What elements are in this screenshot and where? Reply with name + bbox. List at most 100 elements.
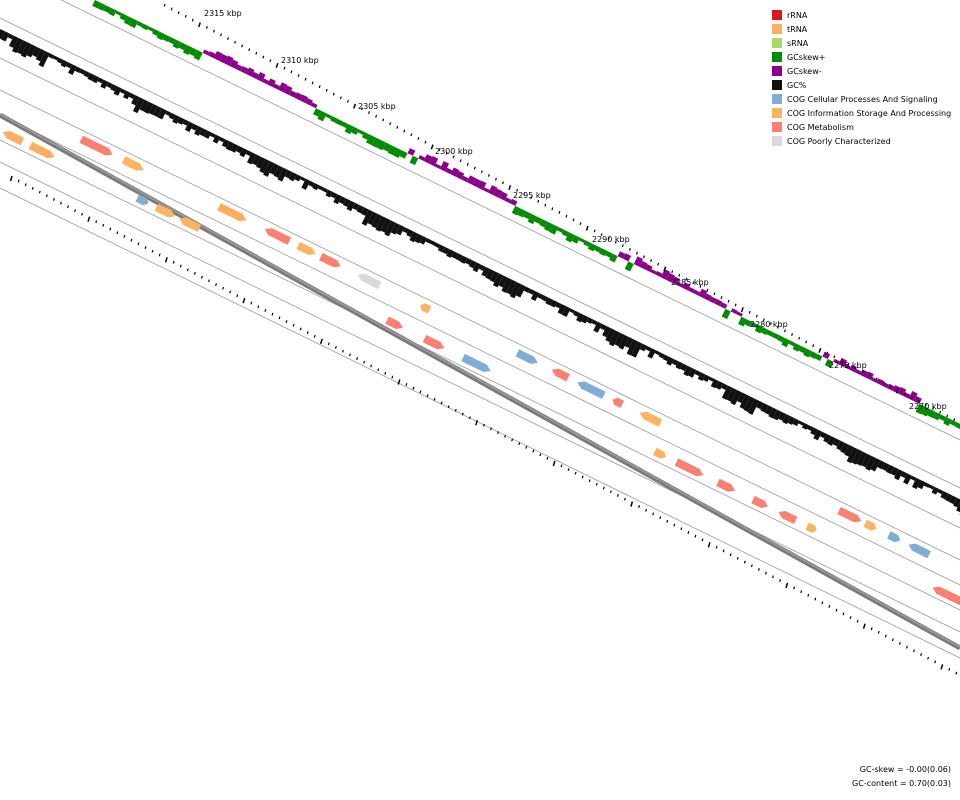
trna-gene	[2, 131, 25, 146]
gc-skew-minus-bar	[208, 51, 216, 59]
inner-minor-tick	[179, 264, 182, 268]
gc-skew-minus-bar	[639, 260, 648, 270]
gc-content-bar	[910, 475, 917, 481]
inner-minor-tick	[454, 408, 457, 412]
gc-content-bar	[953, 497, 960, 508]
gc-skew-plus-bar	[193, 50, 203, 61]
minor-tick	[932, 407, 935, 410]
inner-minor-tick	[913, 649, 915, 653]
inner-minor-tick	[250, 301, 253, 305]
minor-tick	[452, 155, 455, 159]
inner-minor-tick	[468, 416, 471, 420]
gc-content-bar	[647, 348, 656, 359]
gc-skew-minus-bar	[461, 175, 469, 183]
gc-content-bar	[485, 268, 495, 280]
gc-skew-plus-bar	[129, 18, 139, 29]
legend-swatch	[772, 66, 782, 76]
tick-label: 2280 kbp	[750, 320, 788, 329]
gc-skew-minus-bar	[407, 148, 416, 156]
gc-content-bar	[221, 139, 230, 148]
gc-content-bar	[764, 405, 773, 415]
gc-content-bar	[537, 293, 544, 300]
inner-minor-tick	[638, 505, 641, 508]
minor-tick	[191, 18, 194, 22]
gc-skew-minus-bar	[439, 161, 450, 172]
gc-skew-plus-bar	[571, 234, 580, 244]
gc-content-stat: GC-content = 0.70(0.03)	[852, 779, 951, 788]
gc-skew-plus-bar	[539, 219, 548, 228]
inner-major-tick	[87, 216, 91, 222]
minor-tick	[255, 51, 258, 55]
inner-minor-tick	[511, 438, 514, 442]
tick-label: 2270 kbp	[909, 402, 947, 411]
gc-skew-minus-bar	[213, 50, 223, 61]
gc-skew-plus-bar	[103, 5, 112, 13]
gc-content-bar	[128, 92, 136, 99]
inner-minor-tick	[67, 205, 69, 209]
legend: rRNA tRNA sRNA GCskew+ GCskew- GC% COG C…	[772, 8, 951, 148]
gc-skew-minus-bar	[493, 188, 503, 198]
tick-label: 2290 kbp	[592, 235, 630, 244]
gc-skew-minus-bar	[224, 55, 234, 66]
gc-skew-plus-bar	[371, 137, 381, 148]
gc-skew-minus-bar	[623, 253, 632, 262]
gc-content-bar	[823, 433, 832, 444]
gc-content-bar	[715, 381, 724, 390]
gc-content-bar	[478, 264, 486, 271]
gc-content-bar	[557, 304, 567, 315]
gc-skew-plus-bar	[361, 132, 370, 140]
minor-tick	[361, 107, 363, 111]
gc-content-bar	[654, 350, 661, 356]
gc-skew-plus-bar	[119, 13, 128, 21]
gc-skew-plus-bar	[777, 335, 785, 343]
gc-content-bar	[113, 86, 122, 96]
legend-swatch	[772, 52, 782, 62]
gc-skew-plus-bar	[511, 205, 521, 216]
cog-information-gene	[154, 203, 176, 218]
gc-content-bar	[605, 328, 616, 343]
gc-content-bar	[361, 209, 374, 226]
cog-metabolism-gene	[778, 511, 798, 524]
inner-minor-tick	[257, 305, 260, 309]
inner-minor-tick	[236, 294, 239, 298]
major-tick	[275, 62, 279, 68]
track-lines	[0, 0, 960, 659]
gc-content-bar	[8, 35, 19, 48]
gc-content-bar	[827, 436, 836, 446]
gc-skew-minus-bar	[714, 298, 723, 307]
gc-content-bar	[414, 233, 423, 244]
gc-skew-plus-bar	[549, 224, 559, 235]
inner-minor-tick	[595, 482, 598, 486]
gc-skew-minus-bar	[693, 289, 701, 296]
minor-tick	[424, 140, 427, 144]
gc-content-bar	[177, 117, 185, 125]
gc-content-bar	[618, 334, 630, 350]
gc-skew-plus-bar	[766, 330, 774, 337]
minor-tick	[734, 303, 737, 307]
minor-tick	[826, 351, 829, 355]
minor-tick	[939, 410, 942, 414]
gc-content-bar	[395, 224, 405, 236]
minor-tick	[593, 229, 596, 233]
inner-minor-tick	[447, 405, 450, 409]
minor-tick	[283, 66, 286, 70]
gc-skew-minus-bar	[455, 171, 465, 180]
gc-content-bar	[288, 172, 297, 182]
inner-minor-tick	[38, 190, 41, 194]
gc-content-bar	[481, 266, 490, 277]
gc-content-bar	[273, 165, 284, 178]
cog-metabolism-gene	[79, 135, 113, 156]
gc-skew-plus-bar	[115, 10, 122, 16]
inner-minor-tick	[905, 645, 908, 649]
gc-content-bar	[91, 75, 100, 84]
gc-content-bar	[120, 88, 127, 95]
legend-swatch	[772, 136, 782, 146]
gc-content-bar	[881, 462, 890, 472]
gc-content-bar	[308, 180, 315, 188]
inner-minor-tick	[222, 286, 225, 290]
gc-content-bar	[523, 286, 531, 293]
inner-minor-tick	[828, 605, 831, 608]
gc-skew-plus-bar	[927, 409, 936, 418]
minor-tick	[628, 248, 631, 251]
